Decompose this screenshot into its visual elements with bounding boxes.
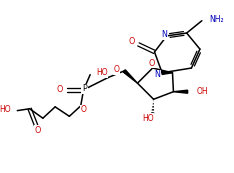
Text: O: O <box>57 85 63 94</box>
Text: NH₂: NH₂ <box>209 15 224 24</box>
Polygon shape <box>123 70 138 83</box>
Text: HO: HO <box>142 114 154 123</box>
Text: N: N <box>154 70 160 79</box>
Text: O: O <box>129 37 135 46</box>
Text: HO: HO <box>96 68 107 77</box>
Text: O: O <box>113 65 119 74</box>
Text: HO: HO <box>0 105 11 114</box>
Text: O: O <box>149 59 155 68</box>
Text: O: O <box>35 126 41 135</box>
Text: P: P <box>82 84 87 93</box>
Text: N: N <box>161 30 167 39</box>
Text: O: O <box>80 105 87 114</box>
Polygon shape <box>173 90 188 93</box>
Text: OH: OH <box>197 87 209 96</box>
Polygon shape <box>162 71 172 74</box>
